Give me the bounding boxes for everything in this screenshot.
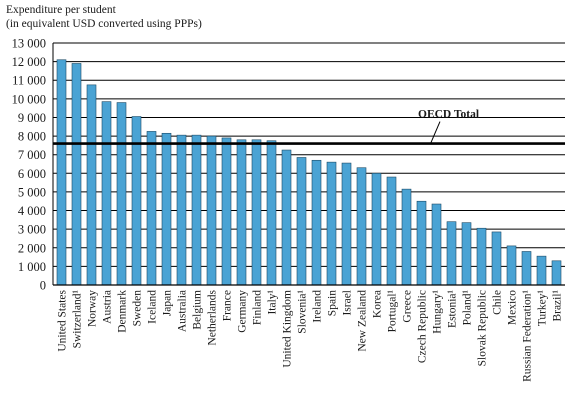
x-tick-label: Hungary¹ (432, 289, 444, 333)
y-tick-label: 9 000 (18, 111, 46, 125)
x-tick-label: Switzerland¹ (72, 289, 84, 348)
x-tick-label: Portugal¹ (387, 289, 399, 332)
x-tick-label: Austria (102, 290, 114, 324)
bar (236, 139, 247, 286)
bar (341, 162, 352, 286)
y-tick-label: 0 (40, 279, 46, 293)
oecd-total-pointer (430, 121, 441, 143)
x-tick-label: Netherlands (207, 289, 219, 345)
x-tick-label: Korea (372, 290, 384, 318)
bar (536, 255, 547, 286)
x-tick-label: France (222, 290, 234, 321)
x-tick-label: Poland¹ (462, 289, 474, 325)
y-axis-title-line2: (in equivalent USD converted using PPPs) (6, 18, 202, 30)
y-tick-label: 2 000 (18, 241, 46, 255)
x-tick-label: Russian Federation¹ (522, 289, 534, 381)
bar (431, 203, 442, 286)
x-tick-label: Australia (177, 290, 189, 332)
x-tick-label: Estonia¹ (447, 289, 459, 327)
x-tick-label: Norway (87, 290, 99, 327)
x-tick-label: Spain (327, 290, 339, 316)
bar (296, 157, 307, 286)
x-tick-label: Iceland (147, 290, 159, 324)
bar (491, 231, 502, 286)
bar (251, 139, 262, 286)
x-tick-label: New Zealand (357, 290, 369, 352)
oecd-total-label: OECD Total (418, 109, 479, 121)
bar (116, 102, 127, 286)
bar (86, 84, 97, 286)
x-tick-label: Slovenia¹ (297, 289, 309, 333)
y-tick-labels: 0 1 000 2 000 3 000 4 000 5 000 6 000 7 000 8 00… (12, 37, 46, 293)
bar (386, 176, 397, 286)
y-tick-label: 5 000 (18, 185, 46, 199)
y-tick-label: 3 000 (18, 223, 46, 237)
bar (281, 149, 292, 286)
x-tick-label: Greece (402, 290, 414, 323)
x-tick-label: Belgium (192, 290, 204, 330)
x-tick-label: Czech Republic (417, 290, 429, 363)
bar (356, 167, 367, 286)
bar (101, 101, 112, 286)
bar (56, 59, 67, 286)
bar (416, 200, 427, 286)
x-tick-label: Turkey¹ (537, 289, 549, 326)
x-tick-label: Slovak Republic (477, 290, 489, 366)
x-tick-label: Mexico (507, 290, 519, 325)
y-tick-label: 10 000 (12, 92, 46, 106)
x-tick-label: Denmark (117, 290, 129, 333)
x-tick-label: Germany (237, 290, 249, 333)
bar (521, 251, 532, 286)
y-tick-label: 8 000 (18, 130, 46, 144)
bar (266, 140, 277, 286)
x-tick-label: Chile (492, 290, 504, 315)
bar (551, 260, 562, 286)
bar (461, 222, 472, 286)
y-tick-label: 4 000 (18, 204, 46, 218)
bar (191, 134, 202, 286)
bar (161, 132, 172, 286)
oecd-reference: OECD Total (53, 109, 565, 145)
bar (221, 137, 232, 286)
bar (401, 188, 412, 286)
y-tick-label: 1 000 (18, 260, 46, 274)
y-tick-label: 12 000 (12, 55, 46, 69)
y-tick-label: 13 000 (12, 37, 46, 51)
y-axis-title-line1: Expenditure per student (6, 4, 117, 16)
bar (146, 131, 157, 286)
x-tick-label: United States (57, 289, 69, 351)
y-tick-label: 11 000 (12, 74, 46, 88)
bar (371, 173, 382, 286)
bar (326, 161, 337, 286)
bar (311, 159, 322, 286)
x-tick-label: Japan (162, 290, 174, 316)
bar (71, 63, 82, 286)
x-tick-label: United Kingdom (282, 290, 294, 368)
x-tick-labels: United States Switzerland¹ Norway Austria De… (57, 289, 564, 381)
x-tick-label: Sweden (132, 290, 144, 327)
gridlines (53, 42, 565, 267)
x-tick-label: Italy¹ (267, 289, 279, 314)
bar (176, 134, 187, 286)
bar (206, 135, 217, 286)
bars (56, 59, 562, 286)
y-tick-label: 7 000 (18, 148, 46, 162)
x-tick-label: Israel (342, 290, 354, 316)
bar (131, 116, 142, 286)
y-tick-label: 6 000 (18, 167, 46, 181)
bar (476, 227, 487, 286)
x-tick-label: Ireland (312, 290, 324, 323)
x-tick-label: Brazil¹ (552, 289, 564, 321)
axes (52, 43, 565, 286)
x-tick-label: Finland (252, 290, 264, 325)
bar (506, 245, 517, 286)
bar (446, 221, 457, 286)
